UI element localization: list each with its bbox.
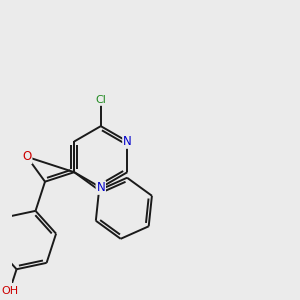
Text: N: N (96, 181, 105, 194)
Text: N: N (123, 135, 132, 148)
Text: O: O (22, 150, 32, 163)
Text: OH: OH (1, 286, 18, 296)
Text: Cl: Cl (95, 95, 106, 105)
